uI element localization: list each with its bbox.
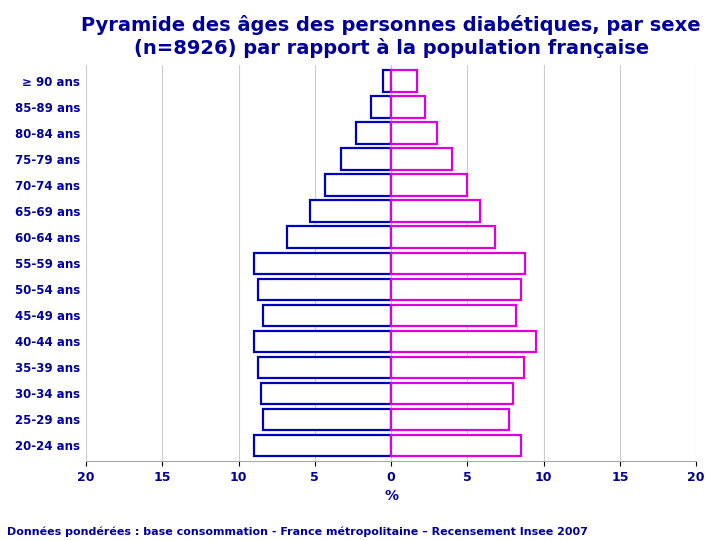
FancyBboxPatch shape <box>287 226 391 248</box>
FancyBboxPatch shape <box>391 279 521 300</box>
FancyBboxPatch shape <box>253 253 391 274</box>
FancyBboxPatch shape <box>391 305 516 326</box>
FancyBboxPatch shape <box>258 357 391 378</box>
FancyBboxPatch shape <box>341 148 391 170</box>
FancyBboxPatch shape <box>263 305 391 326</box>
FancyBboxPatch shape <box>391 383 513 404</box>
FancyBboxPatch shape <box>263 409 391 430</box>
X-axis label: %: % <box>384 489 398 503</box>
FancyBboxPatch shape <box>253 435 391 456</box>
FancyBboxPatch shape <box>356 123 391 144</box>
FancyBboxPatch shape <box>391 200 480 222</box>
FancyBboxPatch shape <box>391 96 425 118</box>
FancyBboxPatch shape <box>391 253 526 274</box>
FancyBboxPatch shape <box>258 279 391 300</box>
FancyBboxPatch shape <box>325 174 391 196</box>
FancyBboxPatch shape <box>261 383 391 404</box>
Title: Pyramide des âges des personnes diabétiques, par sexe
(n=8926) par rapport à la : Pyramide des âges des personnes diabétiq… <box>81 15 701 58</box>
FancyBboxPatch shape <box>384 70 391 92</box>
FancyBboxPatch shape <box>391 409 508 430</box>
FancyBboxPatch shape <box>253 330 391 352</box>
FancyBboxPatch shape <box>391 330 536 352</box>
FancyBboxPatch shape <box>391 226 495 248</box>
Text: Données pondérées : base consommation - France métropolitaine – Recensement Inse: Données pondérées : base consommation - … <box>7 527 588 537</box>
FancyBboxPatch shape <box>391 435 521 456</box>
FancyBboxPatch shape <box>391 357 524 378</box>
FancyBboxPatch shape <box>391 148 452 170</box>
FancyBboxPatch shape <box>372 96 391 118</box>
FancyBboxPatch shape <box>391 70 417 92</box>
FancyBboxPatch shape <box>391 174 467 196</box>
FancyBboxPatch shape <box>391 123 437 144</box>
FancyBboxPatch shape <box>310 200 391 222</box>
